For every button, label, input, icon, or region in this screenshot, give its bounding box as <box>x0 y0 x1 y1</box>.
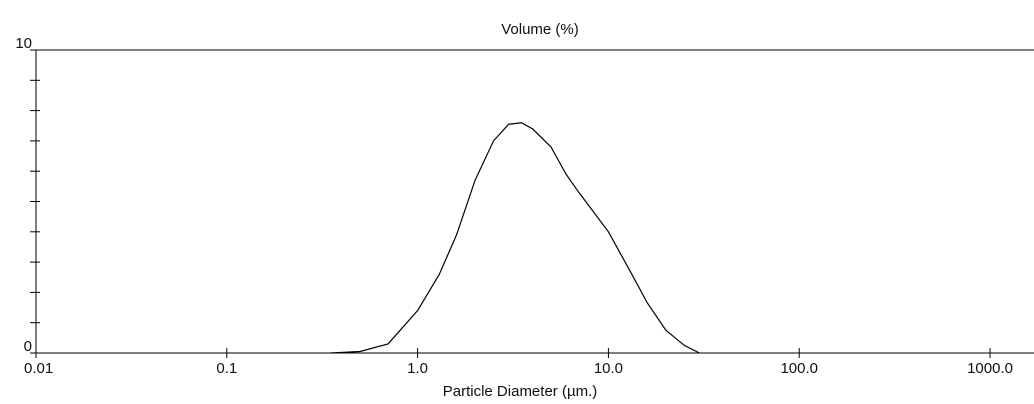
x-tick-label: 0.01 <box>24 360 53 377</box>
data-line <box>330 122 700 354</box>
x-axis-label: Particle Diameter (µm.) <box>443 383 598 400</box>
x-tick-label: 1000.0 <box>967 360 1013 377</box>
chart-title: Volume (%) <box>501 21 579 38</box>
x-tick-label: 10.0 <box>594 360 623 377</box>
y-tick-label: 10 <box>15 35 32 52</box>
x-tick-label: 0.1 <box>216 360 237 377</box>
x-tick-label: 1.0 <box>407 360 428 377</box>
y-tick-label: 0 <box>24 338 32 355</box>
x-tick-label: 100.0 <box>780 360 818 377</box>
